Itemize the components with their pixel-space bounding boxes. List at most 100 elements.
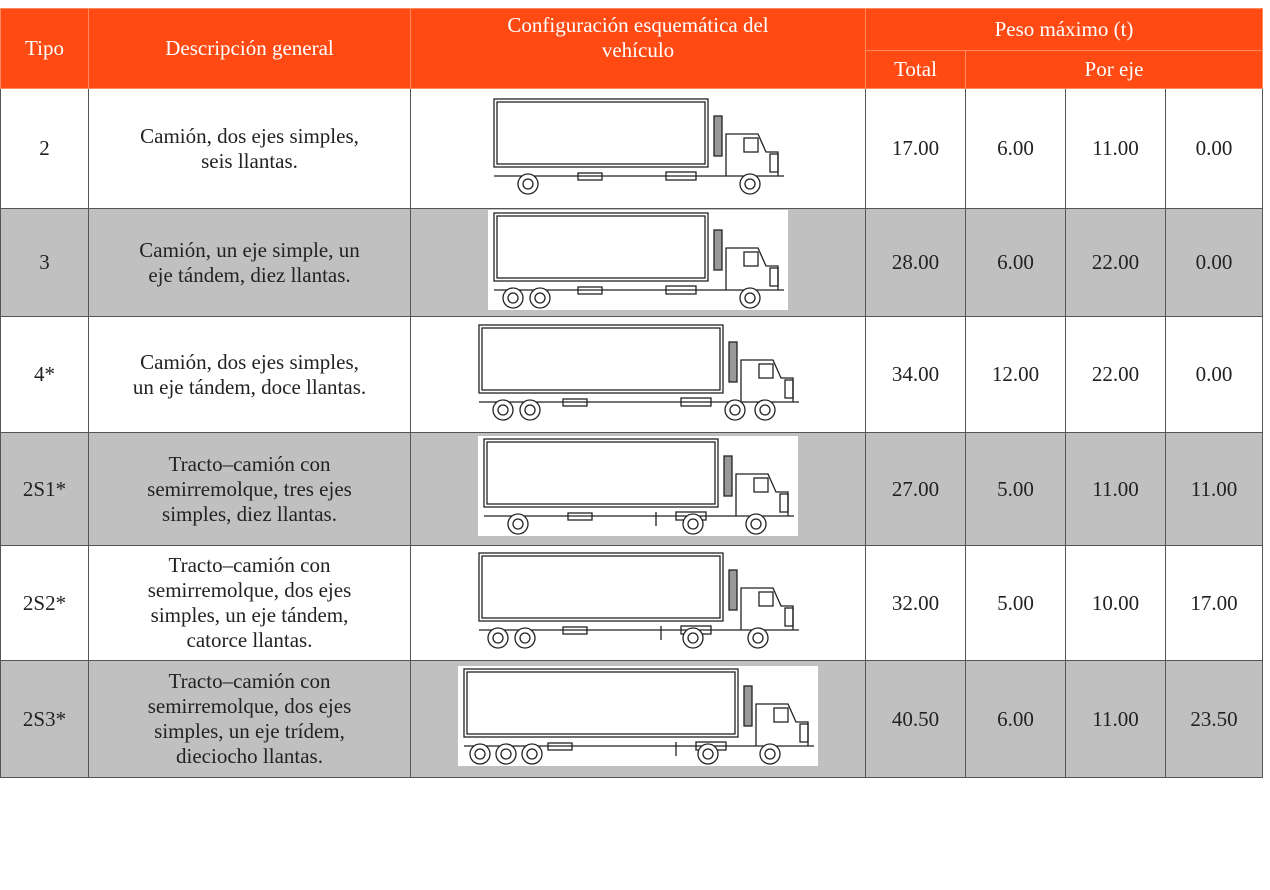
table-row: 4* Camión, dos ejes simples, un eje tándem… bbox=[0, 316, 1264, 433]
stack bbox=[728, 569, 738, 611]
diagram-cell bbox=[410, 208, 866, 317]
vehicle-diagram bbox=[493, 211, 784, 309]
wheel bbox=[697, 743, 719, 765]
description-line: seis llantas. bbox=[201, 148, 298, 173]
hub bbox=[519, 632, 531, 644]
tank bbox=[562, 397, 588, 407]
table-row: 2S3* Tracto–camión con semirremolque, dos … bbox=[0, 660, 1264, 778]
trailer-inner bbox=[481, 326, 721, 391]
axle-cell: 22.00 bbox=[1065, 316, 1166, 433]
hub bbox=[534, 291, 546, 304]
description-line: semirremolque, dos ejes bbox=[147, 694, 352, 718]
trailer-inner bbox=[481, 555, 721, 619]
wheel bbox=[739, 286, 761, 309]
cab-window bbox=[743, 250, 759, 267]
total-cell: 32.00 bbox=[865, 545, 966, 661]
hub bbox=[500, 748, 512, 760]
trailer-inner bbox=[486, 441, 716, 505]
hub bbox=[497, 403, 509, 416]
table-row: 3 Camión, un eje simple, un eje tándem, di… bbox=[0, 208, 1264, 317]
stack bbox=[743, 685, 753, 727]
vehicle-diagram bbox=[478, 552, 799, 649]
description-line: eje tándem, diez llantas. bbox=[148, 262, 351, 287]
wheel bbox=[724, 398, 746, 421]
cab-window bbox=[758, 591, 774, 607]
axle-cell: 17.00 bbox=[1164, 545, 1264, 661]
axle-cell: 6.00 bbox=[965, 208, 1066, 317]
stack bbox=[728, 340, 738, 383]
weights-table: Tipo Descripción general Configuración e… bbox=[0, 8, 1264, 778]
wheel bbox=[502, 286, 524, 309]
axle-cell: 0.00 bbox=[1164, 208, 1264, 317]
stack bbox=[713, 114, 723, 157]
hub bbox=[729, 403, 741, 416]
tank bbox=[547, 742, 573, 751]
description-line: semirremolque, dos ejes bbox=[147, 578, 352, 602]
diagram-cell bbox=[410, 432, 866, 546]
description-cell: Camión, un eje simple, un eje tándem, die… bbox=[88, 208, 411, 317]
description-line: Tracto–camión con bbox=[168, 451, 331, 476]
hub bbox=[702, 748, 714, 760]
grille bbox=[784, 607, 794, 627]
trailer-box bbox=[493, 97, 709, 168]
header-row: Total Por eje bbox=[1, 50, 1264, 89]
table-body: 2 Camión, dos ejes simples, seis llantas. 1… bbox=[0, 88, 1264, 778]
header-cell: Descripción general bbox=[88, 8, 411, 89]
axle-cell: 0.00 bbox=[1164, 316, 1264, 433]
total-cell: 27.00 bbox=[865, 432, 966, 546]
trailer-box bbox=[478, 323, 724, 394]
wheel bbox=[495, 743, 517, 765]
total-cell: 34.00 bbox=[865, 316, 966, 433]
tipo-cell: 3 bbox=[0, 208, 89, 317]
diagram-frame bbox=[478, 436, 798, 536]
description-line: Tracto–camión con bbox=[168, 553, 331, 577]
trailer-box bbox=[463, 668, 739, 738]
hub bbox=[752, 632, 764, 644]
table-row: 2 Camión, dos ejes simples, seis llantas. 1… bbox=[0, 88, 1264, 209]
hub bbox=[524, 403, 536, 416]
header-cell: Total bbox=[865, 50, 966, 89]
description-line: simples, un eje trídem, bbox=[154, 719, 345, 743]
description-cell: Camión, dos ejes simples, un eje tándem, … bbox=[88, 316, 411, 433]
fuel-tank bbox=[665, 170, 697, 181]
wheel bbox=[759, 743, 781, 765]
trailer-inner bbox=[496, 100, 706, 165]
wheel bbox=[469, 743, 491, 765]
axle-cell: 10.00 bbox=[1065, 545, 1166, 661]
wheel bbox=[529, 286, 551, 309]
axle-cell: 11.00 bbox=[1065, 432, 1166, 546]
diagram-cell bbox=[410, 660, 866, 778]
axle-cell: 12.00 bbox=[965, 316, 1066, 433]
hub bbox=[764, 748, 776, 760]
wheel bbox=[514, 627, 536, 649]
trailer-box bbox=[483, 438, 719, 508]
hub bbox=[526, 748, 538, 760]
vehicle-lines bbox=[483, 438, 794, 535]
tank bbox=[577, 285, 603, 295]
table-head: Tipo Descripción general Configuración e… bbox=[0, 8, 1264, 89]
diagram-cell bbox=[410, 88, 866, 209]
description-line: Camión, dos ejes simples, bbox=[140, 349, 359, 374]
grille bbox=[769, 152, 779, 173]
vehicle-lines bbox=[493, 211, 784, 309]
axle-cell: 23.50 bbox=[1164, 660, 1264, 778]
description-cell: Camión, dos ejes simples, seis llantas. bbox=[88, 88, 411, 209]
header-cell: Peso máximo (t) bbox=[864, 8, 1264, 51]
axle-cell: 6.00 bbox=[965, 660, 1066, 778]
description-line: simples, un eje tándem, bbox=[150, 603, 349, 627]
trailer-inner bbox=[466, 671, 736, 735]
wheel bbox=[682, 627, 704, 649]
table-row: 2S2* Tracto–camión con semirremolque, dos … bbox=[0, 545, 1264, 661]
tipo-cell: 2 bbox=[0, 88, 89, 209]
description-line: Camión, dos ejes simples, bbox=[140, 123, 359, 148]
axle-cell: 6.00 bbox=[965, 88, 1066, 209]
vehicle-diagram bbox=[493, 97, 784, 195]
tipo-cell: 4* bbox=[0, 316, 89, 433]
wheel bbox=[739, 172, 761, 195]
description-line: dieciocho llantas. bbox=[176, 744, 323, 768]
table-row: 2S1* Tracto–camión con semirremolque, tres… bbox=[0, 432, 1264, 546]
diagram-frame bbox=[458, 666, 818, 766]
description-line: catorce llantas. bbox=[186, 628, 313, 652]
tank bbox=[577, 171, 603, 181]
